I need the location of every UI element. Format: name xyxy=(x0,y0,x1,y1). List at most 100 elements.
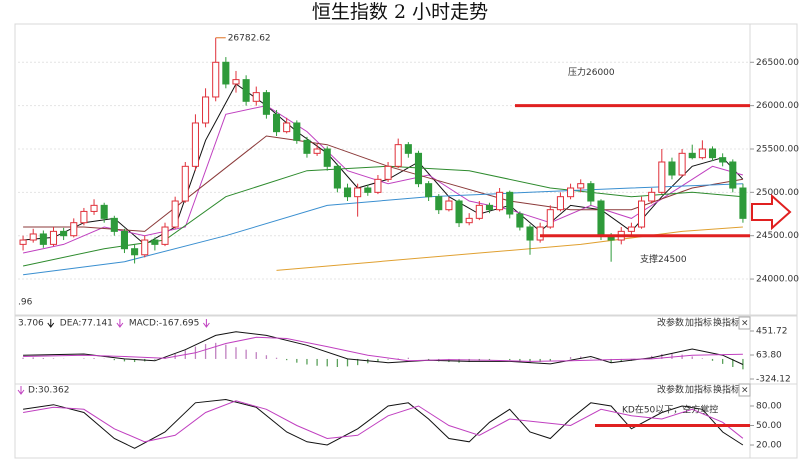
candle-body xyxy=(262,92,270,115)
trend-arrow xyxy=(202,319,210,328)
indicator-line xyxy=(23,135,743,232)
chart-title: 恒生指数 2 小时走势 xyxy=(312,1,488,23)
trend-arrow xyxy=(17,386,25,395)
y-tick-label: 25000.00 xyxy=(756,188,799,198)
candle-body xyxy=(546,209,554,228)
candle-body xyxy=(577,183,585,189)
close-button-box[interactable] xyxy=(738,383,751,397)
candle-body xyxy=(708,148,717,159)
panel-button[interactable]: 换指标 xyxy=(713,384,740,396)
candle-body xyxy=(678,152,686,176)
panel-button[interactable]: 加指标 xyxy=(685,317,712,329)
level-label: 压力26000 xyxy=(568,66,615,78)
candle-body xyxy=(60,230,68,237)
candle-body xyxy=(455,200,463,224)
candle-body xyxy=(506,191,514,215)
candle-body xyxy=(587,183,595,202)
candle-body xyxy=(80,210,88,224)
candle-body xyxy=(120,230,128,250)
candle-body xyxy=(394,144,402,167)
panel-button[interactable]: 改参数 xyxy=(657,384,684,396)
y-tick-label: 20.00 xyxy=(756,441,782,451)
candle-body xyxy=(384,165,392,180)
candle-body xyxy=(141,239,149,256)
y-tick-label: 24500.00 xyxy=(756,231,799,241)
candle-body xyxy=(739,187,747,219)
candle-body xyxy=(273,113,281,133)
candle-body xyxy=(283,122,291,133)
candle-body xyxy=(343,187,352,198)
indicator-line xyxy=(23,398,744,449)
candle-body xyxy=(303,139,311,154)
y-tick-label: 63.80 xyxy=(756,351,782,361)
candle-body xyxy=(496,191,504,211)
candle-body xyxy=(313,148,321,154)
candle-body xyxy=(161,226,169,245)
candle-body xyxy=(323,148,331,167)
y-tick-label: 24000.00 xyxy=(756,275,799,285)
y-tick-label: 26000.00 xyxy=(756,101,799,111)
close-button-box[interactable] xyxy=(738,316,751,330)
direction-arrow xyxy=(751,193,792,231)
candle-body xyxy=(719,157,727,163)
candle-body xyxy=(191,122,199,167)
candle-body xyxy=(202,96,210,124)
y-tick-label: 25500.00 xyxy=(756,144,799,154)
candle-body xyxy=(29,233,37,241)
candle-body xyxy=(648,191,656,202)
kd-panel-frame xyxy=(14,383,798,459)
indicator-value: DEA:77.141 xyxy=(60,319,113,329)
candle-body xyxy=(131,248,139,256)
candle-body xyxy=(39,233,47,245)
candle-body xyxy=(475,204,483,219)
candle-body xyxy=(222,61,230,85)
candle-body xyxy=(698,148,706,159)
candle-body xyxy=(212,61,220,98)
candle-body xyxy=(658,161,666,193)
candle-body xyxy=(414,152,423,185)
candle-body xyxy=(435,196,443,211)
min-label: .96 xyxy=(18,298,33,308)
candle-body xyxy=(404,144,412,154)
panel-button[interactable]: 换指标 xyxy=(713,317,740,329)
candle-body xyxy=(181,165,189,202)
indicator-line xyxy=(23,183,743,276)
level-label: 支撑24500 xyxy=(640,253,687,265)
annotation: KD在50以下，空方掌控 xyxy=(622,404,718,416)
candle-body xyxy=(567,187,575,198)
indicator-value: 3.706 xyxy=(18,319,44,329)
candle-body xyxy=(364,187,372,193)
y-tick-label: 80.00 xyxy=(756,402,782,412)
panel-button[interactable]: 加指标 xyxy=(685,384,712,396)
panel-button[interactable]: × xyxy=(741,386,749,396)
candle-body xyxy=(445,200,453,211)
candle-body xyxy=(90,204,98,212)
trend-arrow xyxy=(116,319,124,328)
candle-body xyxy=(688,152,696,159)
indicator-line xyxy=(23,336,743,362)
candle-body xyxy=(252,92,260,102)
candle-body xyxy=(242,79,250,102)
candle-body xyxy=(232,79,240,85)
candle-body xyxy=(536,226,544,241)
candle-body xyxy=(556,196,564,211)
candle-body xyxy=(465,217,473,224)
panel-button[interactable]: × xyxy=(741,319,749,329)
candle-body xyxy=(171,200,179,228)
candle-body xyxy=(638,200,646,228)
candle-body xyxy=(425,183,433,198)
candle-body xyxy=(354,187,362,198)
candle-body xyxy=(333,165,341,189)
y-tick-label: -324.12 xyxy=(756,375,791,385)
candle-body xyxy=(70,222,78,237)
panel-button[interactable]: 改参数 xyxy=(657,317,684,329)
candle-body xyxy=(49,230,58,245)
indicator-line xyxy=(23,400,744,443)
candle-body xyxy=(627,226,635,232)
max-label: 26782.62 xyxy=(228,33,271,43)
indicator-value: MACD:-167.695 xyxy=(129,319,199,329)
candle-body xyxy=(100,204,108,219)
candle-body xyxy=(668,161,676,176)
y-tick-label: 451.72 xyxy=(756,327,788,337)
